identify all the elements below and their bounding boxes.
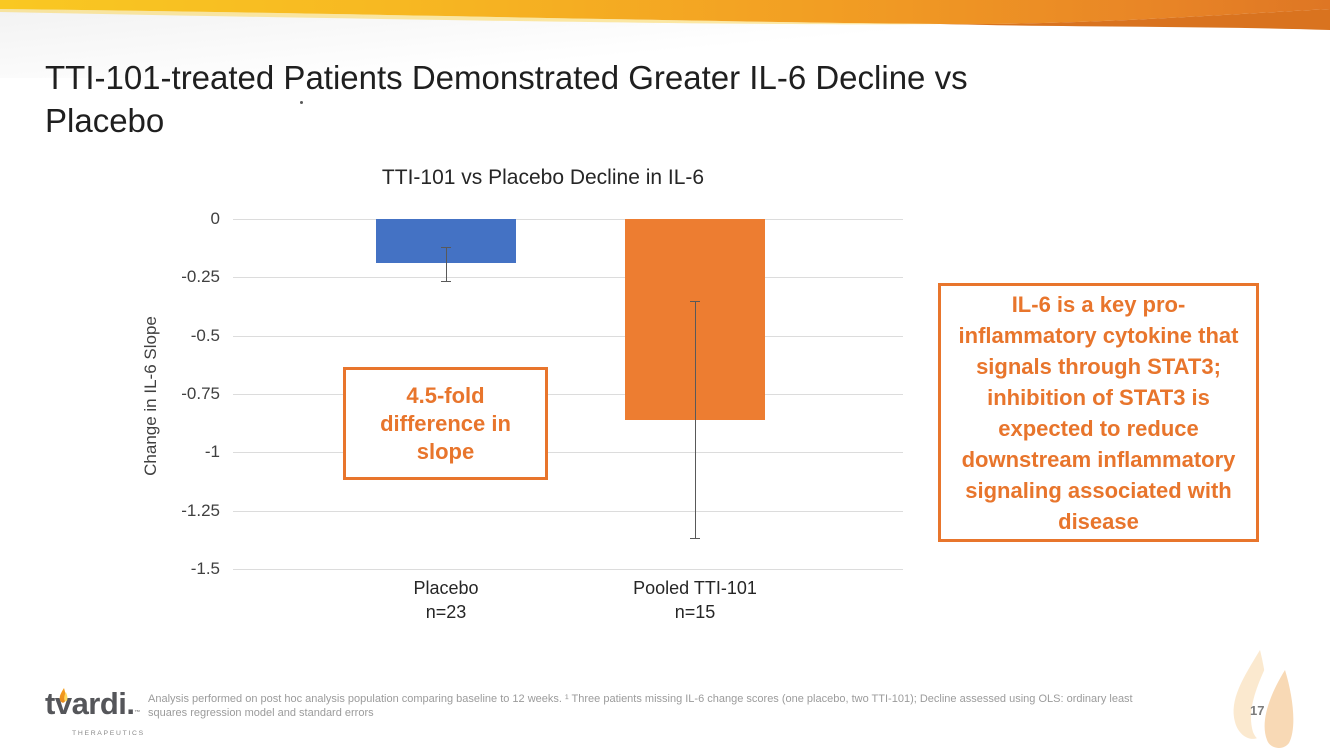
x-axis-label-placebo: Placebo n=23 (413, 578, 479, 622)
y-tick-label: -0.25 (181, 267, 220, 287)
gridline (233, 277, 903, 279)
error-bar-placebo (441, 247, 451, 282)
y-tick-label: -1.5 (190, 559, 220, 578)
page-number: 17 (1250, 703, 1265, 718)
gridline (233, 394, 903, 395)
error-bar-pooled-tti-101 (690, 300, 700, 539)
logo-wordmark-text: tvardi. (45, 686, 135, 721)
chart-title: TTI-101 vs Placebo Decline in IL-6 (381, 166, 705, 189)
y-tick-label: -0.5 (190, 325, 220, 345)
logo-subtext: THERAPEUTICS (72, 730, 145, 737)
tvardi-logo: tvardi.™ THERAPEUTICS (45, 688, 145, 738)
gridline (233, 335, 903, 337)
flame-icon (59, 688, 68, 703)
y-axis-ticks: 0 -0.25 -0.5 -0.75 -1 -1.25 -1.5 (130, 209, 220, 578)
trademark-symbol: ™ (134, 710, 141, 716)
gridline (233, 510, 903, 512)
page-title-line2: Placebo (45, 102, 165, 139)
x-axis-label-pooled-tti-101: Pooled TTI-101 n=15 (633, 578, 757, 622)
top-banner-wave (0, 0, 1330, 30)
flame-watermark-icon (1233, 650, 1294, 748)
y-tick-label: -1 (204, 442, 220, 462)
il6-note-box: IL-6 is a key pro-inflammatory cytokine … (938, 283, 1259, 542)
chart-plot-area (233, 219, 903, 570)
y-tick-label: -0.75 (181, 384, 220, 403)
gridline (233, 219, 903, 220)
fold-difference-text: 4.5-fold difference in slope (380, 382, 511, 464)
page-title: TTI-101-treated Patients Demonstrated Gr… (45, 56, 1205, 142)
y-tick-label: -1.25 (181, 500, 220, 520)
gridline (233, 569, 903, 570)
title-stray-dot (300, 101, 303, 104)
x-axis-labels: Placebo n=23 Pooled TTI-101 n=15 (233, 576, 903, 626)
gridline (233, 452, 903, 454)
page-title-line1: TTI-101-treated Patients Demonstrated Gr… (45, 59, 968, 96)
footnote: Analysis performed on post hoc analysis … (148, 693, 1133, 719)
il6-note-text: IL-6 is a key pro-inflammatory cytokine … (958, 291, 1239, 534)
y-tick-label: 0 (210, 209, 220, 228)
logo-wordmark: tvardi.™ (45, 688, 140, 729)
fold-difference-box: 4.5-fold difference in slope (343, 367, 548, 480)
